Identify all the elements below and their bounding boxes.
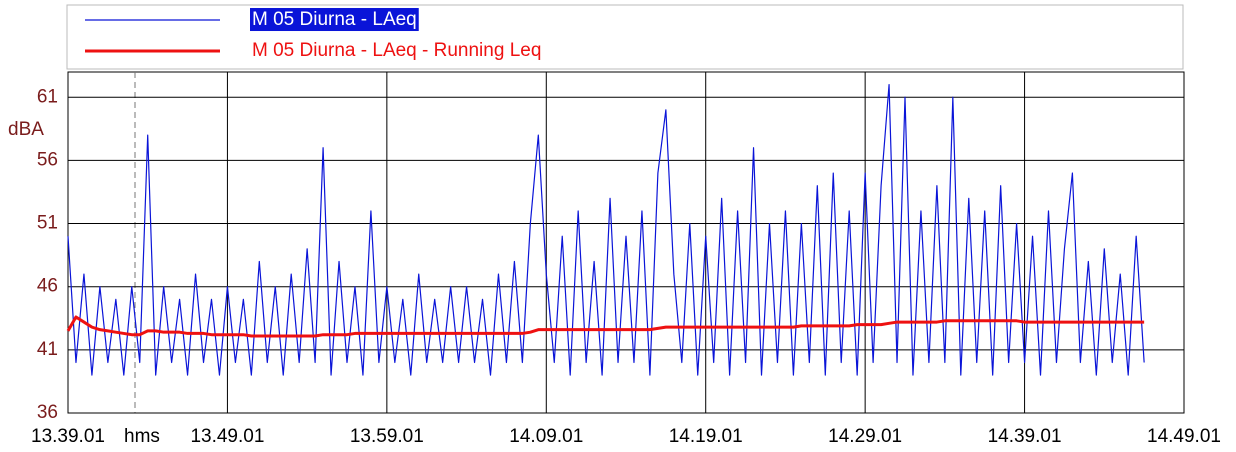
legend-label: M 05 Diurna - LAeq (252, 9, 417, 30)
x-tick-label: 14.29.01 (828, 426, 902, 447)
legend-label: M 05 Diurna - LAeq - Running Leq (252, 40, 541, 61)
x-axis-label: hms (124, 426, 160, 447)
x-tick-label: 14.09.01 (509, 426, 583, 447)
series-line (66, 315, 1145, 338)
y-tick-label: 36 (37, 402, 58, 423)
y-tick-label: 61 (37, 86, 58, 107)
x-tick-label: 13.49.01 (190, 426, 264, 447)
y-axis-label: dBA (8, 119, 44, 140)
x-tick-label: 14.39.01 (988, 426, 1062, 447)
x-tick-label: 13.59.01 (350, 426, 424, 447)
legend-box (66, 4, 1184, 70)
y-tick-label: 41 (37, 339, 58, 360)
legend-highlight (250, 8, 419, 32)
y-tick-label: 46 (37, 276, 58, 297)
y-tick-label: 56 (37, 149, 58, 170)
series-line (67, 84, 1145, 376)
x-tick-label: 13.39.01 (31, 426, 105, 447)
x-tick-label: 14.49.01 (1147, 426, 1221, 447)
x-tick-label: 14.19.01 (669, 426, 743, 447)
y-tick-label: 51 (37, 213, 58, 234)
